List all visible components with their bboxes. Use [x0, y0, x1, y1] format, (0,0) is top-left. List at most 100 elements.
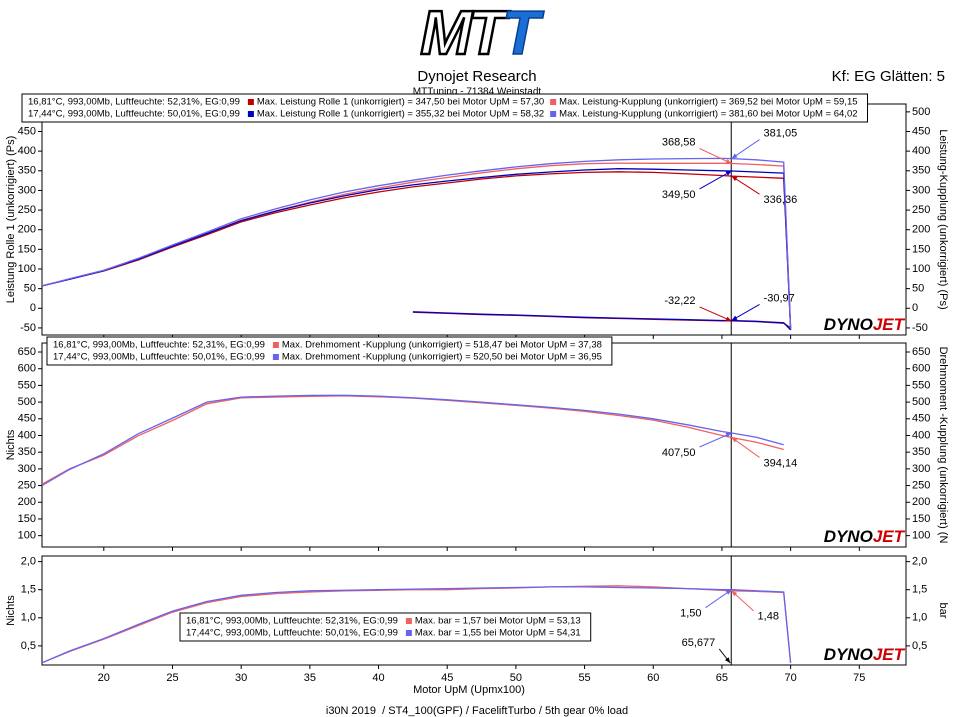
- annotation-arrow: [699, 148, 732, 164]
- y2-tick-label: 450: [912, 413, 930, 425]
- legend-entry: Max. Leistung Rolle 1 (unkorrigiert) = 3…: [257, 109, 544, 120]
- legend-entry: Max. bar = 1,55 bei Motor UpM = 54,31: [415, 628, 581, 639]
- y2-tick-label: 150: [912, 513, 930, 525]
- y2-tick-label: 500: [912, 396, 930, 408]
- x-axis-label: Motor UpM (Upmx100): [413, 684, 525, 696]
- watermark: DYNOJET: [824, 315, 906, 334]
- y-tick-label: 400: [18, 145, 36, 157]
- annotation-arrowhead: [725, 159, 732, 164]
- x-tick-label: 65: [716, 672, 728, 684]
- y-tick-label: 100: [18, 530, 36, 542]
- logo-part: MT: [420, 0, 511, 68]
- y2-tick-label: 250: [912, 479, 930, 491]
- watermark-part: DYNO: [824, 527, 873, 546]
- y2-tick-label: 400: [912, 429, 930, 441]
- annotation-label: 1,50: [680, 608, 701, 620]
- legend-conditions: 16,81°C, 993,00Mb, Luftfeuchte: 52,31%, …: [53, 340, 265, 351]
- y-tick-label: 300: [18, 463, 36, 475]
- watermark-part: JET: [873, 527, 906, 546]
- plot-layer: [42, 394, 784, 487]
- legend: 16,81°C, 993,00Mb, Luftfeuchte: 52,31%, …: [46, 336, 613, 366]
- annotation-arrow: [699, 432, 732, 448]
- annotation-arrowhead: [725, 589, 732, 595]
- legend-entry: Max. Leistung-Kupplung (unkorrigiert) = …: [559, 109, 857, 120]
- legend: 16,81°C, 993,00Mb, Luftfeuchte: 52,31%, …: [179, 612, 592, 642]
- watermark-part: JET: [873, 315, 906, 334]
- y-tick-label: 650: [18, 346, 36, 358]
- y-tick-label: 1,5: [21, 584, 36, 596]
- annotation-label: -30,97: [764, 292, 795, 304]
- watermark-part: JET: [873, 645, 906, 664]
- legend-entry: Max. Leistung Rolle 1 (unkorrigiert) = 3…: [257, 97, 544, 108]
- legend-conditions: 17,44°C, 993,00Mb, Luftfeuchte: 50,01%, …: [53, 352, 265, 363]
- y2-tick-label: 0: [912, 302, 918, 314]
- legend-swatch: [247, 111, 254, 117]
- footer: i30N 2019 / ST4_100(GPF) / FaceliftTurbo…: [326, 705, 628, 717]
- annotation-arrowhead: [725, 316, 732, 321]
- legend-conditions: 16,81°C, 993,00Mb, Luftfeuchte: 52,31%, …: [186, 616, 398, 627]
- y2-tick-label: -50: [912, 322, 928, 334]
- legend-box: [21, 93, 869, 123]
- y2-tick-label: 50: [912, 283, 924, 295]
- legend-entry: Max. Leistung-Kupplung (unkorrigiert) = …: [559, 97, 857, 108]
- y-tick-label: 1,0: [21, 612, 36, 624]
- y-tick-label: 200: [18, 224, 36, 236]
- series-line: [42, 171, 792, 328]
- x-tick-label: 50: [510, 672, 522, 684]
- annotation-arrowhead: [731, 153, 738, 159]
- plot-area: [41, 342, 907, 548]
- x-tick-label: 40: [372, 672, 384, 684]
- y2-axis-label: Drehmoment -Kupplung (unkorrigiert) (N: [937, 347, 949, 544]
- annotation-arrowhead: [731, 437, 738, 443]
- y2-tick-label: 250: [912, 204, 930, 216]
- y-tick-label: -50: [20, 322, 36, 334]
- annotation-arrow: [699, 170, 732, 190]
- legend-box: [179, 612, 592, 642]
- x-tick-label: 25: [166, 672, 178, 684]
- x-tick-label: 75: [853, 672, 865, 684]
- legend-swatch: [550, 99, 557, 105]
- annotation-label: 336,36: [764, 194, 798, 206]
- y-tick-label: 150: [18, 243, 36, 255]
- y2-tick-label: 200: [912, 224, 930, 236]
- annotation-label: 1,48: [758, 611, 779, 623]
- plot-area: [41, 103, 907, 336]
- legend-swatch: [405, 630, 412, 636]
- legend: 16,81°C, 993,00Mb, Luftfeuchte: 52,31%, …: [21, 93, 869, 123]
- x-tick-label: 60: [647, 672, 659, 684]
- annotation-label: 349,50: [662, 189, 696, 201]
- y-axis-label: Nichts: [5, 595, 17, 626]
- y2-tick-label: 1,0: [912, 612, 927, 624]
- y-tick-label: 600: [18, 363, 36, 375]
- y2-tick-label: 350: [912, 446, 930, 458]
- y2-tick-label: 550: [912, 379, 930, 391]
- y2-tick-label: 500: [912, 106, 930, 118]
- y-tick-label: 350: [18, 446, 36, 458]
- logo-part: T: [502, 0, 545, 68]
- y-axis-label: Nichts: [5, 429, 17, 460]
- y-tick-label: 100: [18, 263, 36, 275]
- y-tick-label: 0,5: [21, 640, 36, 652]
- legend-conditions: 16,81°C, 993,00Mb, Luftfeuchte: 52,31%, …: [28, 97, 240, 108]
- legend-entry: Max. Drehmoment -Kupplung (unkorrigiert)…: [282, 352, 602, 363]
- series-line: [42, 168, 792, 330]
- y2-tick-label: 200: [912, 496, 930, 508]
- annotation-arrow: [699, 306, 732, 322]
- annotation-label: 394,14: [764, 457, 798, 469]
- x-tick-label: 35: [304, 672, 316, 684]
- x-tick-label: 70: [784, 672, 796, 684]
- annotation-arrowhead: [731, 176, 738, 182]
- y-tick-label: 450: [18, 413, 36, 425]
- series-line: [412, 311, 792, 331]
- annotation-arrowhead: [724, 657, 731, 663]
- annotation-arrowhead: [731, 590, 738, 597]
- y-tick-label: 400: [18, 429, 36, 441]
- y2-tick-label: 300: [912, 463, 930, 475]
- watermark: DYNOJET: [824, 527, 906, 546]
- report-subtitle: MTTuning - 71384 Weinstadt: [413, 87, 542, 98]
- y2-tick-label: 150: [912, 243, 930, 255]
- y2-axis-label: Leistung-Kupplung (unkorrigiert) (Ps): [937, 129, 949, 309]
- y-tick-label: 500: [18, 396, 36, 408]
- y-tick-label: 300: [18, 184, 36, 196]
